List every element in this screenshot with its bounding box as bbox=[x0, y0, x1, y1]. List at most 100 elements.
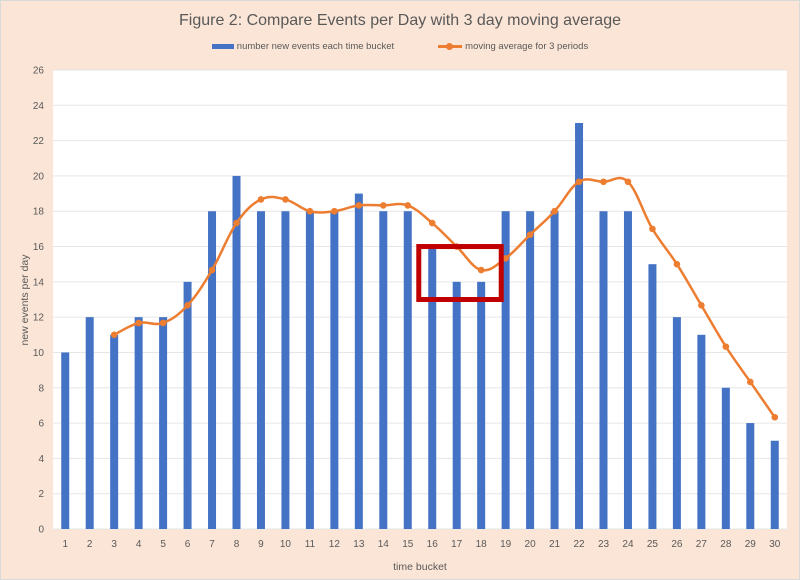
moving-average-line bbox=[113, 176, 776, 418]
x-tick-label: 29 bbox=[745, 539, 757, 550]
bar bbox=[428, 246, 437, 530]
bar bbox=[501, 211, 510, 529]
moving-average-marker bbox=[698, 302, 705, 309]
bar bbox=[648, 264, 657, 529]
moving-average-marker bbox=[184, 302, 191, 309]
bar bbox=[305, 211, 314, 529]
y-tick-label: 14 bbox=[33, 277, 45, 288]
x-tick-label: 2 bbox=[87, 539, 93, 550]
bar bbox=[550, 211, 559, 529]
y-tick-label: 10 bbox=[33, 348, 45, 359]
legend-line-swatch-icon bbox=[438, 43, 463, 50]
bar bbox=[256, 211, 265, 529]
y-tick-label: 24 bbox=[33, 101, 45, 112]
moving-average-marker bbox=[306, 207, 314, 215]
x-tick-label: 21 bbox=[549, 539, 561, 550]
moving-average-marker bbox=[477, 266, 485, 274]
legend-bar-swatch-icon bbox=[211, 44, 234, 49]
moving-average-marker bbox=[551, 207, 558, 215]
x-tick-label: 1 bbox=[62, 539, 68, 550]
bar bbox=[721, 387, 730, 529]
x-tick-label: 10 bbox=[280, 539, 292, 550]
moving-average-marker bbox=[649, 225, 656, 233]
x-tick-label: 27 bbox=[696, 539, 708, 550]
y-tick-label: 18 bbox=[33, 207, 45, 218]
moving-average-marker bbox=[282, 196, 289, 203]
bar bbox=[159, 317, 168, 529]
moving-average-marker bbox=[110, 331, 118, 339]
moving-average-marker bbox=[208, 266, 216, 274]
x-axis-ticks: 1 2 3 4 5 6 7 8 9 10 11 12 13 14 15 16 17 18 19 20 21 22 23 24 2… bbox=[62, 539, 780, 550]
chart-legend: number new events each time bucket movin… bbox=[0, 41, 800, 52]
moving-average-marker bbox=[722, 343, 730, 350]
y-tick-label: 20 bbox=[33, 171, 45, 182]
moving-average-marker bbox=[404, 202, 412, 209]
x-tick-label: 9 bbox=[258, 539, 264, 550]
bar bbox=[623, 211, 632, 529]
y-tick-label: 6 bbox=[38, 419, 44, 430]
x-tick-label: 20 bbox=[525, 539, 537, 550]
moving-average-marker bbox=[673, 260, 681, 268]
y-tick-label: 12 bbox=[33, 313, 45, 324]
y-tick-label: 16 bbox=[33, 242, 45, 253]
bar bbox=[770, 440, 779, 529]
moving-average-marker bbox=[428, 219, 436, 227]
moving-average-marker bbox=[747, 378, 754, 386]
x-axis-label: time bucket bbox=[393, 561, 447, 573]
y-tick-label: 0 bbox=[38, 525, 44, 536]
legend-item-line: moving average for 3 periods bbox=[438, 41, 588, 52]
y-tick-label: 2 bbox=[38, 489, 44, 500]
bar bbox=[672, 317, 681, 529]
legend-line-label: moving average for 3 periods bbox=[465, 41, 589, 52]
moving-average-marker bbox=[355, 202, 363, 209]
bar bbox=[452, 281, 461, 529]
x-tick-label: 5 bbox=[160, 539, 166, 550]
y-axis-label: new events per day bbox=[19, 254, 31, 346]
legend-bar-label: number new events each time bucket bbox=[236, 41, 395, 52]
bar-series bbox=[61, 122, 779, 530]
x-tick-label: 13 bbox=[353, 539, 365, 550]
y-tick-label: 26 bbox=[33, 66, 45, 77]
x-tick-label: 23 bbox=[598, 539, 610, 550]
bar bbox=[208, 211, 217, 529]
legend-item-bars: number new events each time bucket bbox=[211, 41, 395, 52]
x-tick-label: 8 bbox=[234, 539, 240, 550]
x-tick-label: 26 bbox=[671, 539, 683, 550]
moving-average-marker bbox=[526, 231, 534, 239]
bar bbox=[599, 211, 608, 529]
highlight-box bbox=[416, 244, 504, 303]
moving-average-marker bbox=[624, 178, 632, 186]
moving-average-marker bbox=[575, 178, 583, 186]
moving-average-marker bbox=[771, 413, 779, 421]
x-tick-label: 25 bbox=[647, 539, 659, 550]
x-tick-label: 18 bbox=[476, 539, 488, 550]
moving-average-marker bbox=[380, 202, 387, 209]
gridlines bbox=[53, 69, 787, 530]
highlight-annotation bbox=[416, 244, 504, 303]
y-tick-label: 4 bbox=[38, 454, 44, 465]
moving-average-marker bbox=[159, 319, 167, 327]
x-tick-label: 12 bbox=[329, 539, 341, 550]
x-tick-label: 14 bbox=[378, 539, 390, 550]
moving-average-marker bbox=[502, 255, 509, 262]
bar bbox=[575, 122, 584, 529]
moving-average-marker bbox=[257, 196, 265, 203]
bar bbox=[526, 211, 535, 529]
bar bbox=[697, 334, 706, 529]
x-tick-label: 17 bbox=[451, 539, 463, 550]
x-tick-label: 6 bbox=[185, 539, 191, 550]
x-tick-label: 22 bbox=[573, 539, 585, 550]
x-tick-label: 19 bbox=[500, 539, 512, 550]
x-tick-label: 4 bbox=[136, 539, 142, 550]
bar bbox=[477, 281, 486, 529]
moving-average-marker bbox=[233, 219, 240, 227]
x-tick-label: 11 bbox=[305, 539, 316, 550]
y-tick-label: 22 bbox=[33, 136, 45, 147]
bar bbox=[746, 423, 755, 529]
x-tick-label: 7 bbox=[209, 539, 215, 550]
bar bbox=[232, 175, 241, 529]
chart-title: Figure 2: Compare Events per Day with 3 … bbox=[179, 12, 621, 29]
bar bbox=[354, 193, 363, 530]
